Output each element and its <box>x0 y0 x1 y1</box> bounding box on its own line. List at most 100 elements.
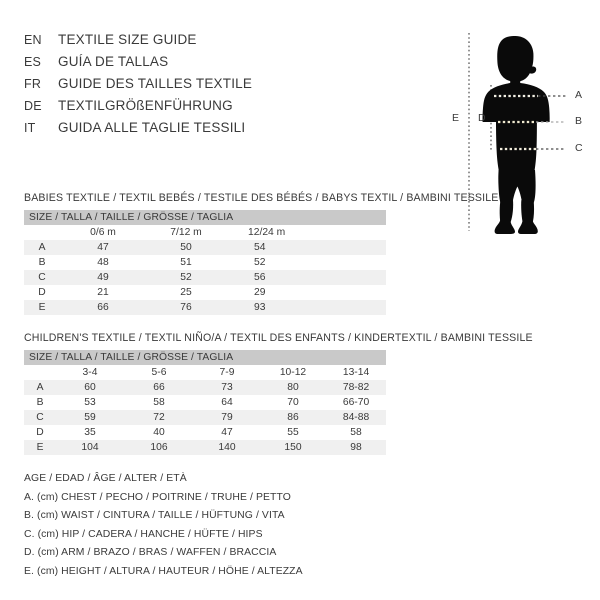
language-title: GUIDA ALLE TAGLIE TESSILI <box>58 120 246 135</box>
cell-value: 54 <box>226 240 387 255</box>
language-code: FR <box>24 77 42 91</box>
cell-value: 58 <box>326 425 387 440</box>
babies-size-table: SIZE / TALLA / TAILLE / GRÖSSE / TAGLIA … <box>24 210 387 315</box>
language-row-de: DE TEXTILGRÖßENFÜHRUNG <box>24 98 424 120</box>
cell-value: 98 <box>326 440 387 455</box>
cell-value: 55 <box>260 425 326 440</box>
cell-value: 76 <box>146 300 226 315</box>
cell-value: 70 <box>260 395 326 410</box>
cell-value: 48 <box>60 255 146 270</box>
cell-value: 79 <box>194 410 260 425</box>
cell-value: 104 <box>56 440 124 455</box>
column-header: 7/12 m <box>146 225 226 240</box>
marker-label-a: A <box>575 89 583 101</box>
babies-size-section: BABIES TEXTILE / TEXTIL BEBÉS / TESTILE … <box>24 192 498 315</box>
cell-value: 140 <box>194 440 260 455</box>
table-header-row: 0/6 m 7/12 m 12/24 m <box>24 225 387 240</box>
cell-value: 58 <box>124 395 194 410</box>
corner-cell <box>24 225 60 240</box>
cell-value: 47 <box>194 425 260 440</box>
language-title: GUIDE DES TAILLES TEXTILE <box>58 76 253 91</box>
cell-value: 25 <box>146 285 226 300</box>
column-header: 3-4 <box>56 365 124 380</box>
language-code: IT <box>24 121 36 135</box>
cell-value: 52 <box>226 255 387 270</box>
children-size-section: CHILDREN'S TEXTILE / TEXTIL NIÑO/A / TEX… <box>24 332 533 455</box>
cell-value: 72 <box>124 410 194 425</box>
legend-item-a-chest: A. (cm) CHEST / PECHO / POITRINE / TRUHE… <box>24 491 291 503</box>
cell-value: 52 <box>146 270 226 285</box>
cell-value: 47 <box>60 240 146 255</box>
cell-value: 29 <box>226 285 387 300</box>
legend-item-b-waist: B. (cm) WAIST / CINTURA / TAILLE / HÜFTU… <box>24 510 285 521</box>
row-label: A <box>24 380 56 395</box>
cell-value: 56 <box>226 270 387 285</box>
cell-value: 59 <box>56 410 124 425</box>
babies-band-label: SIZE / TALLA / TAILLE / GRÖSSE / TAGLIA <box>24 210 387 225</box>
cell-value: 60 <box>56 380 124 395</box>
children-band-label: SIZE / TALLA / TAILLE / GRÖSSE / TAGLIA <box>24 350 387 365</box>
row-label: D <box>24 285 60 300</box>
cell-value: 66-70 <box>326 395 387 410</box>
table-row: D 21 25 29 <box>24 285 387 300</box>
language-title: GUÍA DE TALLAS <box>58 54 169 69</box>
marker-label-d: D <box>478 112 486 124</box>
column-header: 0/6 m <box>60 225 146 240</box>
row-label: E <box>24 300 60 315</box>
cell-value: 73 <box>194 380 260 395</box>
cell-value: 86 <box>260 410 326 425</box>
language-row-fr: FR GUIDE DES TAILLES TEXTILE <box>24 76 424 98</box>
table-row: E 104 106 140 150 98 <box>24 440 387 455</box>
marker-label-c: C <box>575 142 583 154</box>
row-label: C <box>24 270 60 285</box>
column-header: 10-12 <box>260 365 326 380</box>
cell-value: 66 <box>124 380 194 395</box>
column-header: 13-14 <box>326 365 387 380</box>
language-title: TEXTILE SIZE GUIDE <box>58 32 197 47</box>
language-code: ES <box>24 55 42 69</box>
cell-value: 93 <box>226 300 387 315</box>
cell-value: 64 <box>194 395 260 410</box>
cell-value: 66 <box>60 300 146 315</box>
marker-label-e: E <box>452 112 460 124</box>
table-band-row: SIZE / TALLA / TAILLE / GRÖSSE / TAGLIA <box>24 210 387 225</box>
table-row: B 53 58 64 70 66-70 <box>24 395 387 410</box>
table-row: B 48 51 52 <box>24 255 387 270</box>
child-figure-diagram: A B C D E <box>430 20 600 245</box>
row-label: A <box>24 240 60 255</box>
table-row: A 60 66 73 80 78-82 <box>24 380 387 395</box>
row-label: B <box>24 255 60 270</box>
legend-item-c-hip: C. (cm) HIP / CADERA / HANCHE / HÜFTE / … <box>24 528 263 540</box>
child-silhouette-svg <box>468 33 566 234</box>
table-header-row: 3-4 5-6 7-9 10-12 13-14 <box>24 365 387 380</box>
table-row: A 47 50 54 <box>24 240 387 255</box>
cell-value: 35 <box>56 425 124 440</box>
column-header: 5-6 <box>124 365 194 380</box>
cell-value: 150 <box>260 440 326 455</box>
language-row-es: ES GUÍA DE TALLAS <box>24 54 424 76</box>
measurement-legend: AGE / EDAD / ÂGE / ALTER / ETÀ A. (cm) C… <box>24 470 424 581</box>
column-header: 12/24 m <box>226 225 387 240</box>
cell-value: 40 <box>124 425 194 440</box>
column-header: 7-9 <box>194 365 260 380</box>
cell-value: 51 <box>146 255 226 270</box>
language-row-it: IT GUIDA ALLE TAGLIE TESSILI <box>24 120 424 142</box>
cell-value: 49 <box>60 270 146 285</box>
children-size-table: SIZE / TALLA / TAILLE / GRÖSSE / TAGLIA … <box>24 350 387 455</box>
language-code: DE <box>24 99 42 113</box>
table-band-row: SIZE / TALLA / TAILLE / GRÖSSE / TAGLIA <box>24 350 387 365</box>
language-title: TEXTILGRÖßENFÜHRUNG <box>58 98 233 113</box>
row-label: B <box>24 395 56 410</box>
children-section-title: CHILDREN'S TEXTILE / TEXTIL NIÑO/A / TEX… <box>24 332 533 344</box>
cell-value: 84-88 <box>326 410 387 425</box>
cell-value: 106 <box>124 440 194 455</box>
legend-item-e-height: E. (cm) HEIGHT / ALTURA / HAUTEUR / HÖHE… <box>24 565 303 577</box>
table-row: C 49 52 56 <box>24 270 387 285</box>
cell-value: 78-82 <box>326 380 387 395</box>
language-row-en: EN TEXTILE SIZE GUIDE <box>24 32 424 54</box>
legend-item-d-arm: D. (cm) ARM / BRAZO / BRAS / WAFFEN / BR… <box>24 547 277 558</box>
table-row: C 59 72 79 86 84-88 <box>24 410 387 425</box>
row-label: E <box>24 440 56 455</box>
cell-value: 80 <box>260 380 326 395</box>
child-body-silhouette <box>482 36 550 234</box>
